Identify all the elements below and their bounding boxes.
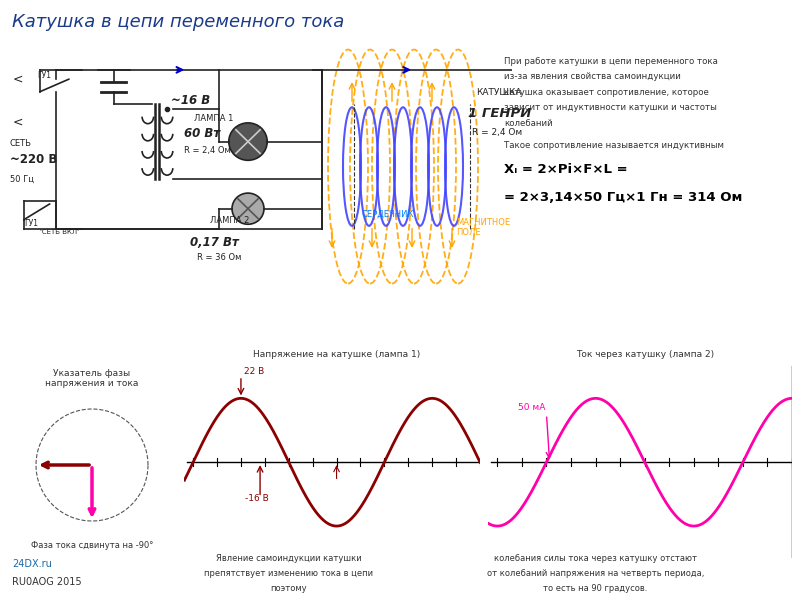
Text: 24DX.ru: 24DX.ru [12, 559, 52, 569]
Text: Ток через катушку (лампа 2): Ток через катушку (лампа 2) [576, 350, 714, 359]
Text: напряжения и тока: напряжения и тока [46, 379, 138, 388]
Text: ГУ1: ГУ1 [37, 71, 51, 80]
Text: то есть на 90 градусов.: то есть на 90 градусов. [543, 584, 648, 593]
Text: = 2×3,14×50 Гц×1 Гн = 314 Ом: = 2×3,14×50 Гц×1 Гн = 314 Ом [504, 191, 742, 204]
Text: R = 2,4 Ом: R = 2,4 Ом [472, 128, 522, 137]
Text: 60 Вт: 60 Вт [184, 127, 220, 140]
Text: 'СЕТЬ ВКЛ': 'СЕТЬ ВКЛ' [40, 229, 79, 235]
Text: СЕТЬ: СЕТЬ [10, 139, 32, 148]
Text: Указатель фазы: Указатель фазы [54, 369, 130, 378]
Text: МАГНИТНОЕ
ПОЛЕ: МАГНИТНОЕ ПОЛЕ [456, 218, 510, 237]
Text: Катушка в цепи переменного тока: Катушка в цепи переменного тока [12, 13, 344, 31]
Text: поэтому: поэтому [270, 584, 307, 593]
Text: R = 36 Ом: R = 36 Ом [197, 253, 241, 262]
Text: При работе катушки в цепи переменного тока: При работе катушки в цепи переменного то… [504, 56, 718, 65]
Text: 0,17 Вт: 0,17 Вт [190, 236, 239, 249]
Text: Явление самоиндукции катушки: Явление самоиндукции катушки [216, 554, 362, 563]
Text: колебаний: колебаний [504, 119, 553, 128]
Text: колебания силы тока через катушку отстают: колебания силы тока через катушку отстаю… [494, 554, 697, 563]
Text: R = 2,4 Ом: R = 2,4 Ом [184, 146, 230, 155]
Text: <: < [13, 73, 23, 85]
Text: ~16 В: ~16 В [171, 94, 210, 107]
Text: препятствует изменению тока в цепи: препятствует изменению тока в цепи [204, 569, 374, 578]
Text: катушка оказывает сопротивление, которое: катушка оказывает сопротивление, которое [504, 88, 709, 97]
Text: из-за явления свойства самоиндукции: из-за явления свойства самоиндукции [504, 72, 681, 81]
Text: Такое сопротивление называется индуктивным: Такое сопротивление называется индуктивн… [504, 141, 724, 150]
Text: 50 Гц: 50 Гц [10, 175, 34, 184]
Text: от колебаний напряжения на четверть периода,: от колебаний напряжения на четверть пери… [487, 569, 704, 578]
Text: 50 мА: 50 мА [518, 403, 546, 412]
Circle shape [229, 123, 267, 160]
Text: ЛАМПА 2: ЛАМПА 2 [210, 216, 249, 225]
Text: <: < [13, 116, 23, 129]
Text: Фаза тока сдвинута на -90°: Фаза тока сдвинута на -90° [31, 541, 153, 550]
Text: -16 В: -16 В [245, 494, 269, 503]
Text: 22 В: 22 В [244, 367, 264, 376]
Text: 1 ГЕНРИ: 1 ГЕНРИ [468, 107, 531, 119]
Text: КАТУШКА: КАТУШКА [476, 88, 522, 97]
Text: Xₗ = 2×Pi×F×L =: Xₗ = 2×Pi×F×L = [504, 163, 628, 176]
Text: ГУ1: ГУ1 [24, 219, 38, 228]
Text: Напряжение на катушке (лампа 1): Напряжение на катушке (лампа 1) [253, 350, 420, 359]
Text: ЛАМПА 1: ЛАМПА 1 [194, 115, 233, 124]
Text: ~220 В: ~220 В [10, 154, 57, 166]
Circle shape [232, 193, 264, 224]
Text: зависит от индуктивности катушки и частоты: зависит от индуктивности катушки и часто… [504, 103, 717, 112]
Text: СЕРДЕЧНИК: СЕРДЕЧНИК [362, 209, 414, 218]
Text: RU0AOG 2015: RU0AOG 2015 [12, 577, 82, 587]
